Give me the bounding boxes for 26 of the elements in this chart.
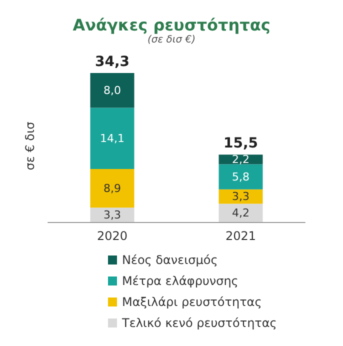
legend-label: Μαξιλάρι ρευστότητας [122, 295, 262, 309]
bar [218, 204, 263, 222]
data-label: 8,9 [104, 182, 121, 195]
legend-label: Νέος δανεισμός [122, 253, 218, 267]
data-label: 3,3 [232, 190, 250, 204]
x-tick-label: 2020 [96, 229, 128, 243]
data-label: 14,1 [100, 132, 124, 145]
y-axis-title: σε € δισ [23, 121, 37, 170]
total-label: 15,5 [223, 136, 258, 152]
data-label: 3,3 [104, 208, 121, 222]
bar [90, 108, 134, 170]
data-label: 5,8 [232, 170, 250, 184]
chart-title: Ανάγκες ρευστότητας [72, 16, 270, 34]
bar [90, 169, 134, 208]
data-label: 4,2 [232, 206, 250, 220]
x-tick-label: 2021 [225, 229, 256, 243]
bar [218, 164, 263, 190]
legend-label: Μέτρα ελάφρυνσης [122, 274, 238, 288]
total-label: 34,3 [94, 54, 130, 70]
bar [218, 189, 263, 204]
bar [90, 73, 134, 108]
data-label: 2,2 [232, 152, 250, 166]
data-label: 8,0 [104, 84, 121, 97]
legend-label: Τελικό κενό ρευστότητας [121, 316, 277, 330]
chart-subtitle: (σε δισ €) [147, 34, 196, 46]
bar [90, 208, 134, 222]
